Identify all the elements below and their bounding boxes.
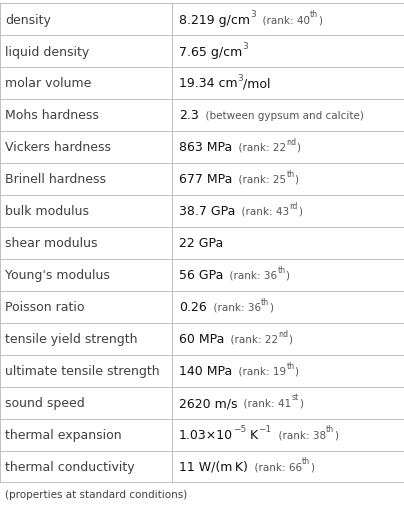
Text: ): ) [286, 270, 290, 280]
Text: ): ) [288, 334, 292, 344]
Text: −1: −1 [259, 425, 272, 434]
Text: (rank: 40: (rank: 40 [256, 15, 310, 25]
Text: ): ) [318, 15, 322, 25]
Text: (rank: 36: (rank: 36 [207, 302, 261, 312]
Text: ): ) [334, 430, 338, 440]
Text: th: th [261, 297, 269, 306]
Text: (rank: 22: (rank: 22 [232, 143, 286, 153]
Text: 22 GPa: 22 GPa [179, 237, 223, 250]
Text: 3: 3 [238, 74, 243, 82]
Text: thermal expansion: thermal expansion [5, 428, 122, 441]
Text: Mohs hardness: Mohs hardness [5, 109, 99, 122]
Text: 19.34 cm: 19.34 cm [179, 77, 238, 90]
Text: 2.3: 2.3 [179, 109, 199, 122]
Text: 3: 3 [250, 10, 256, 19]
Text: rd: rd [290, 202, 298, 210]
Text: (between gypsum and calcite): (between gypsum and calcite) [199, 111, 364, 121]
Text: Young's modulus: Young's modulus [5, 269, 110, 281]
Text: thermal conductivity: thermal conductivity [5, 460, 135, 473]
Text: 56 GPa: 56 GPa [179, 269, 223, 281]
Text: th: th [286, 361, 295, 370]
Text: 1.03×10: 1.03×10 [179, 428, 233, 441]
Text: liquid density: liquid density [5, 45, 89, 59]
Text: 60 MPa: 60 MPa [179, 332, 224, 346]
Text: 3: 3 [242, 42, 248, 51]
Text: th: th [286, 169, 295, 178]
Text: th: th [326, 425, 334, 434]
Text: nd: nd [286, 137, 297, 147]
Text: 140 MPa: 140 MPa [179, 364, 232, 377]
Text: shear modulus: shear modulus [5, 237, 97, 250]
Text: bulk modulus: bulk modulus [5, 205, 89, 218]
Text: Vickers hardness: Vickers hardness [5, 141, 111, 154]
Text: 677 MPa: 677 MPa [179, 173, 232, 186]
Text: ): ) [297, 143, 301, 153]
Text: density: density [5, 14, 51, 26]
Text: Poisson ratio: Poisson ratio [5, 301, 84, 314]
Text: th: th [278, 265, 286, 274]
Text: ): ) [299, 398, 303, 408]
Text: st: st [292, 393, 299, 402]
Text: ultimate tensile strength: ultimate tensile strength [5, 364, 160, 377]
Text: 0.26: 0.26 [179, 301, 207, 314]
Text: 38.7 GPa: 38.7 GPa [179, 205, 236, 218]
Text: ): ) [295, 366, 299, 376]
Text: /mol: /mol [243, 77, 271, 90]
Text: ): ) [310, 462, 314, 471]
Text: ): ) [295, 175, 299, 184]
Text: (rank: 19: (rank: 19 [232, 366, 286, 376]
Text: (rank: 22: (rank: 22 [224, 334, 278, 344]
Text: tensile yield strength: tensile yield strength [5, 332, 137, 346]
Text: (properties at standard conditions): (properties at standard conditions) [5, 490, 187, 499]
Text: (rank: 41: (rank: 41 [238, 398, 292, 408]
Text: ): ) [269, 302, 273, 312]
Text: (rank: 36: (rank: 36 [223, 270, 278, 280]
Text: th: th [310, 10, 318, 19]
Text: (rank: 25: (rank: 25 [232, 175, 286, 184]
Text: K: K [246, 428, 259, 441]
Text: sound speed: sound speed [5, 397, 84, 409]
Text: 863 MPa: 863 MPa [179, 141, 232, 154]
Text: (rank: 66: (rank: 66 [248, 462, 302, 471]
Text: 7.65 g/cm: 7.65 g/cm [179, 45, 242, 59]
Text: (rank: 43: (rank: 43 [236, 207, 290, 216]
Text: Brinell hardness: Brinell hardness [5, 173, 106, 186]
Text: th: th [302, 457, 310, 465]
Text: (rank: 38: (rank: 38 [272, 430, 326, 440]
Text: −5: −5 [233, 425, 246, 434]
Text: molar volume: molar volume [5, 77, 91, 90]
Text: 8.219 g/cm: 8.219 g/cm [179, 14, 250, 26]
Text: 2620 m/s: 2620 m/s [179, 397, 238, 409]
Text: ): ) [298, 207, 302, 216]
Text: 11 W/(m K): 11 W/(m K) [179, 460, 248, 473]
Text: nd: nd [278, 329, 288, 338]
